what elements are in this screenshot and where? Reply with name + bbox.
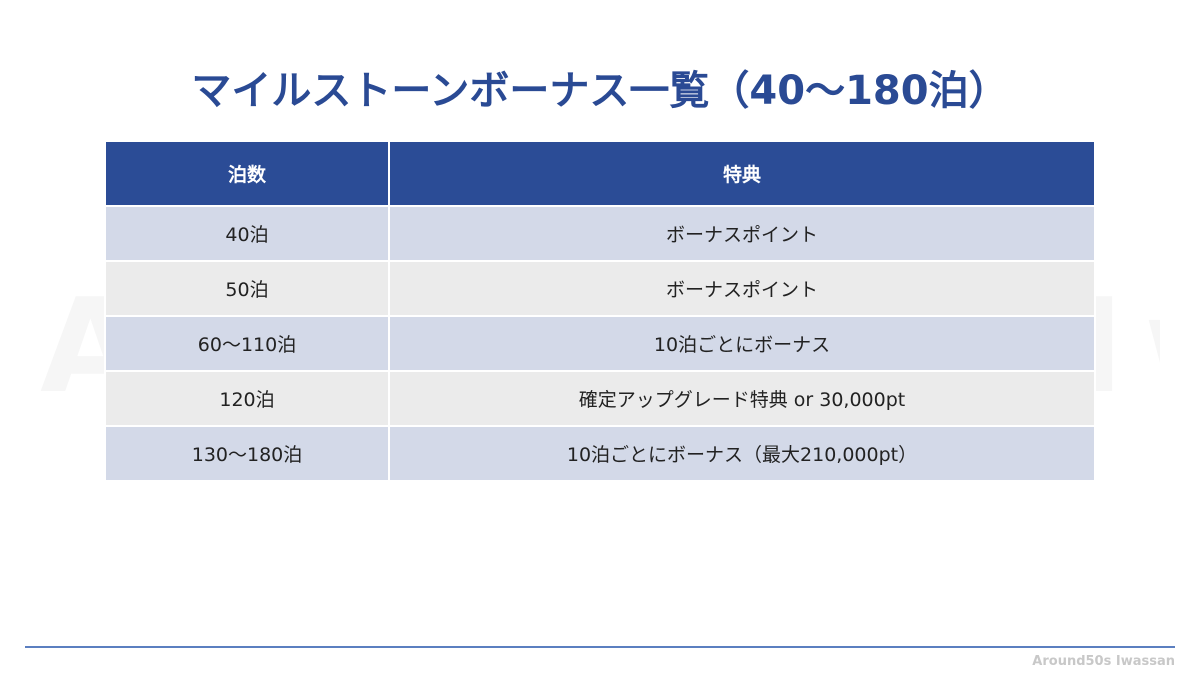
table-cell: 50泊 <box>104 260 390 317</box>
table-cell: 120泊 <box>104 370 390 427</box>
table-row: 50泊 ボーナスポイント <box>104 260 1096 317</box>
table-cell: ボーナスポイント <box>388 205 1096 262</box>
table-cell: 10泊ごとにボーナス <box>388 315 1096 372</box>
table-row: 120泊 確定アップグレード特典 or 30,000pt <box>104 370 1096 427</box>
table-body: 40泊 ボーナスポイント 50泊 ボーナスポイント 60〜110泊 10泊ごとにボーナス 1… <box>104 205 1096 482</box>
column-header: 特典 <box>388 140 1096 207</box>
column-header: 泊数 <box>104 140 390 207</box>
table-cell: 130〜180泊 <box>104 425 390 482</box>
header-row: 泊数 特典 <box>104 140 1096 207</box>
footer-rule <box>25 646 1175 648</box>
table-row: 130〜180泊 10泊ごとにボーナス（最大210,000pt） <box>104 425 1096 482</box>
table-cell: 10泊ごとにボーナス（最大210,000pt） <box>388 425 1096 482</box>
table-cell: 60〜110泊 <box>104 315 390 372</box>
table-row: 40泊 ボーナスポイント <box>104 205 1096 262</box>
table-row: 60〜110泊 10泊ごとにボーナス <box>104 315 1096 372</box>
footer-brand: Around50s Iwassan <box>1032 654 1175 669</box>
milestone-table: 泊数 特典 40泊 ボーナスポイント 50泊 ボーナスポイント 60〜110泊 10泊ごとに… <box>104 140 1096 482</box>
table-cell: 40泊 <box>104 205 390 262</box>
title: マイルストーンボーナス一覧（40〜180泊） <box>191 68 1009 114</box>
table-cell: ボーナスポイント <box>388 260 1096 317</box>
table-cell: 確定アップグレード特典 or 30,000pt <box>388 370 1096 427</box>
